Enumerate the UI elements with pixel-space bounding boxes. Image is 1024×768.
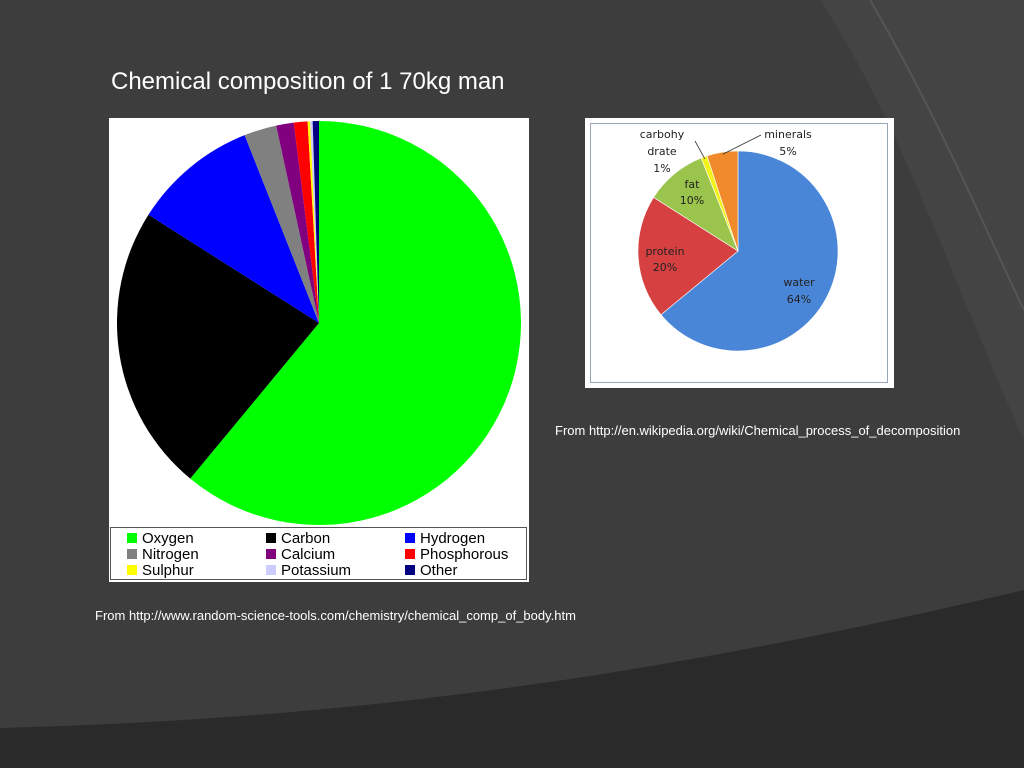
legend-label-calcium: Calcium: [281, 546, 336, 563]
legend-item-other: Other: [405, 562, 458, 579]
pie-slice-water: [660, 150, 839, 352]
pie-slice-other: [312, 121, 319, 323]
right-chart-frame: [590, 123, 888, 383]
pie-slice-phosphorous: [293, 121, 319, 324]
slide-title: Chemical composition of 1 70kg man: [111, 68, 505, 95]
data-label-name-protein: protein: [645, 245, 684, 258]
data-label-value-minerals: 5%: [779, 145, 796, 158]
legend-swatch-nitrogen: [127, 549, 137, 560]
pie-slice-sulphur: [307, 121, 319, 324]
source-citation-left: From http://www.random-science-tools.com…: [95, 608, 576, 623]
legend-item-phosphorous: Phosphorous: [405, 546, 509, 563]
left-pie-chart: [116, 121, 521, 525]
legend-swatch-other: [405, 565, 415, 576]
right-pie-chart: water 64% protein 20% fat 10% carbohy drate 1% mi…: [637, 128, 839, 352]
pie-slice-calcium: [276, 122, 319, 323]
pie-slice-nitrogen: [244, 125, 319, 323]
leader-line-carbohydrate: [694, 140, 706, 159]
pie-slice-oxygen: [190, 121, 521, 525]
legend-label-sulphur: Sulphur: [142, 562, 194, 579]
legend-item-carbon: Carbon: [266, 530, 331, 547]
legend-swatch-phosphorous: [405, 549, 415, 560]
pie-slice-protein: [637, 197, 739, 316]
legend-label-other: Other: [420, 562, 458, 579]
legend-label-potassium: Potassium: [281, 562, 352, 579]
legend-item-oxygen: Oxygen: [127, 530, 194, 547]
pie-slice-hydrogen: [148, 135, 319, 323]
data-label-name-water: water: [783, 276, 815, 289]
legend-swatch-sulphur: [127, 565, 137, 576]
pie-slice-potassium: [310, 121, 319, 324]
legend-swatch-hydrogen: [405, 533, 415, 544]
left-pie-legend: Oxygen Carbon Hydrogen Nitrogen Calcium …: [110, 527, 527, 580]
legend-item-sulphur: Sulphur: [127, 562, 194, 579]
data-label-value-water: 64%: [787, 293, 811, 306]
data-label-name-carbohy-drate-1: drate: [647, 145, 677, 158]
pie-slice-minerals: [706, 150, 739, 252]
data-label-value-carbohy-drate: 1%: [653, 162, 670, 175]
legend-label-oxygen: Oxygen: [142, 530, 194, 547]
legend-label-nitrogen: Nitrogen: [142, 546, 199, 563]
legend-label-phosphorous: Phosphorous: [420, 546, 509, 563]
legend-swatch-carbon: [266, 533, 276, 544]
legend-swatch-potassium: [266, 565, 276, 576]
legend-label-carbon: Carbon: [281, 530, 331, 547]
data-label-value-fat: 10%: [680, 194, 704, 207]
legend-item-hydrogen: Hydrogen: [405, 530, 486, 547]
data-label-name-fat: fat: [685, 178, 701, 191]
legend-item-potassium: Potassium: [266, 562, 352, 579]
data-label-value-protein: 20%: [653, 261, 677, 274]
data-label-name-minerals: minerals: [764, 128, 812, 141]
data-label-name-carbohy-drate-0: carbohy: [640, 128, 685, 141]
legend-swatch-calcium: [266, 549, 276, 560]
legend-item-calcium: Calcium: [266, 546, 336, 563]
legend-swatch-oxygen: [127, 533, 137, 544]
legend-label-hydrogen: Hydrogen: [420, 530, 486, 547]
legend-item-nitrogen: Nitrogen: [127, 546, 199, 563]
leader-line-minerals: [722, 134, 762, 155]
pie-slice-carbon: [116, 214, 319, 479]
source-citation-right: From http://en.wikipedia.org/wiki/Chemic…: [555, 423, 961, 438]
